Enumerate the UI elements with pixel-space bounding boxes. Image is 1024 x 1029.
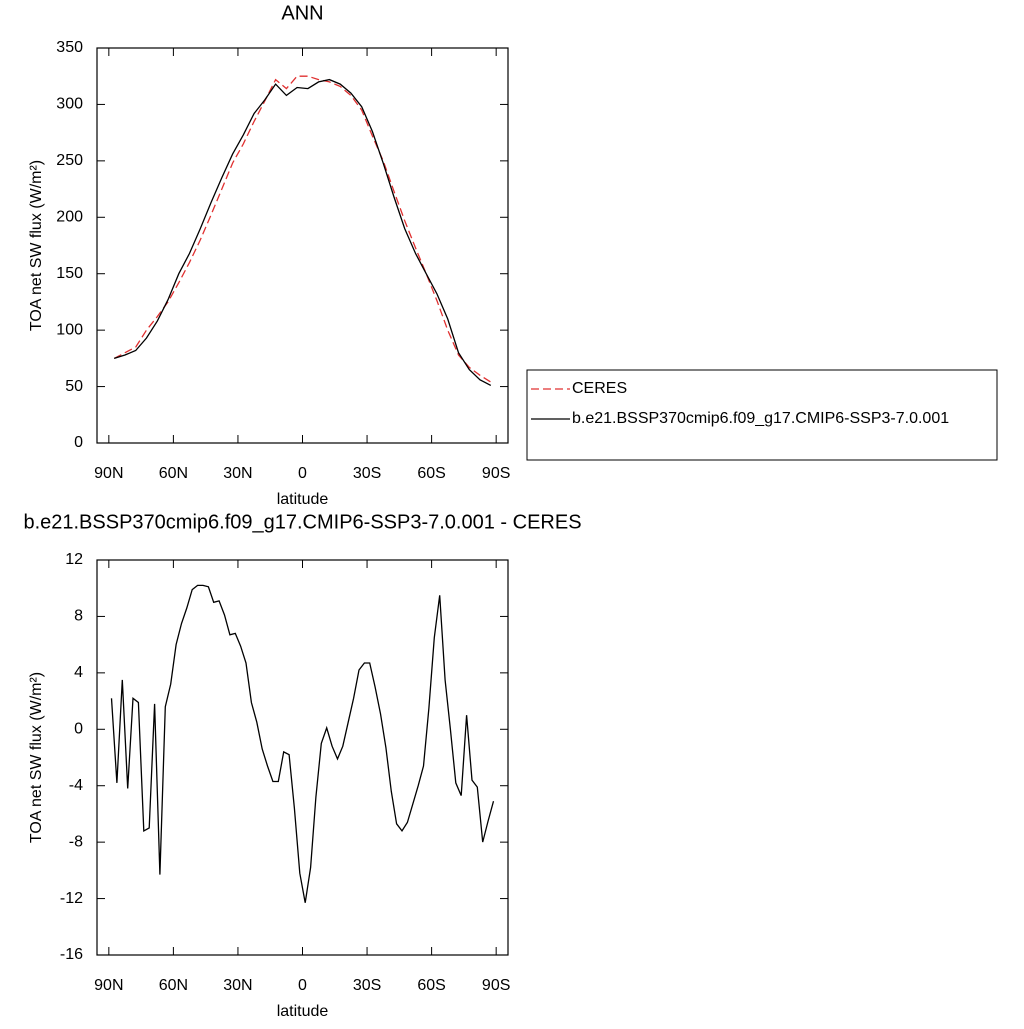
y-tick-label: -8 (69, 833, 83, 850)
x-tick-label: 60N (159, 977, 188, 994)
x-tick-label: 90S (482, 977, 510, 994)
y-tick-label: 300 (56, 96, 83, 113)
y-tick-label: 0 (74, 721, 83, 738)
y-axis-label: TOA net SW flux (W/m²) (28, 672, 45, 843)
x-axis-label: latitude (277, 1003, 329, 1020)
chart-title: ANN (281, 2, 323, 24)
x-tick-label: 90S (482, 465, 510, 482)
chart-title: b.e21.BSSP370cmip6.f09_g17.CMIP6-SSP3-7.… (23, 511, 581, 533)
plot-frame (96, 47, 509, 444)
x-axis-label: latitude (277, 491, 329, 508)
y-tick-label: 200 (56, 209, 83, 226)
y-tick-label: 4 (74, 664, 83, 681)
y-axis-label: TOA net SW flux (W/m²) (28, 160, 45, 331)
y-tick-label: -4 (69, 777, 83, 794)
y-tick-label: 50 (65, 378, 83, 395)
x-tick-label: 30N (223, 465, 252, 482)
y-tick-label: 150 (56, 265, 83, 282)
x-tick-label: 60N (159, 465, 188, 482)
y-tick-label: 0 (74, 434, 83, 451)
y-tick-label: 250 (56, 152, 83, 169)
legend-box (526, 369, 998, 461)
x-tick-label: 30S (353, 465, 381, 482)
legend-label: b.e21.BSSP370cmip6.f09_g17.CMIP6-SSP3-7.… (572, 410, 949, 427)
x-tick-label: 30N (223, 977, 252, 994)
y-tick-label: 12 (65, 551, 83, 568)
x-tick-label: 90N (94, 977, 123, 994)
x-tick-label: 0 (298, 977, 307, 994)
data-line (114, 78, 492, 386)
y-tick-label: 350 (56, 39, 83, 56)
plot-frame (96, 559, 509, 956)
x-tick-label: 0 (298, 465, 307, 482)
y-tick-label: 100 (56, 321, 83, 338)
y-tick-label: -12 (60, 890, 83, 907)
y-tick-label: 8 (74, 608, 83, 625)
x-tick-label: 60S (417, 465, 445, 482)
legend-label: CERES (572, 380, 627, 397)
data-line (113, 75, 492, 383)
data-line (110, 584, 495, 903)
x-tick-label: 90N (94, 465, 123, 482)
x-tick-label: 30S (353, 977, 381, 994)
y-tick-label: -16 (60, 946, 83, 963)
x-tick-label: 60S (417, 977, 445, 994)
